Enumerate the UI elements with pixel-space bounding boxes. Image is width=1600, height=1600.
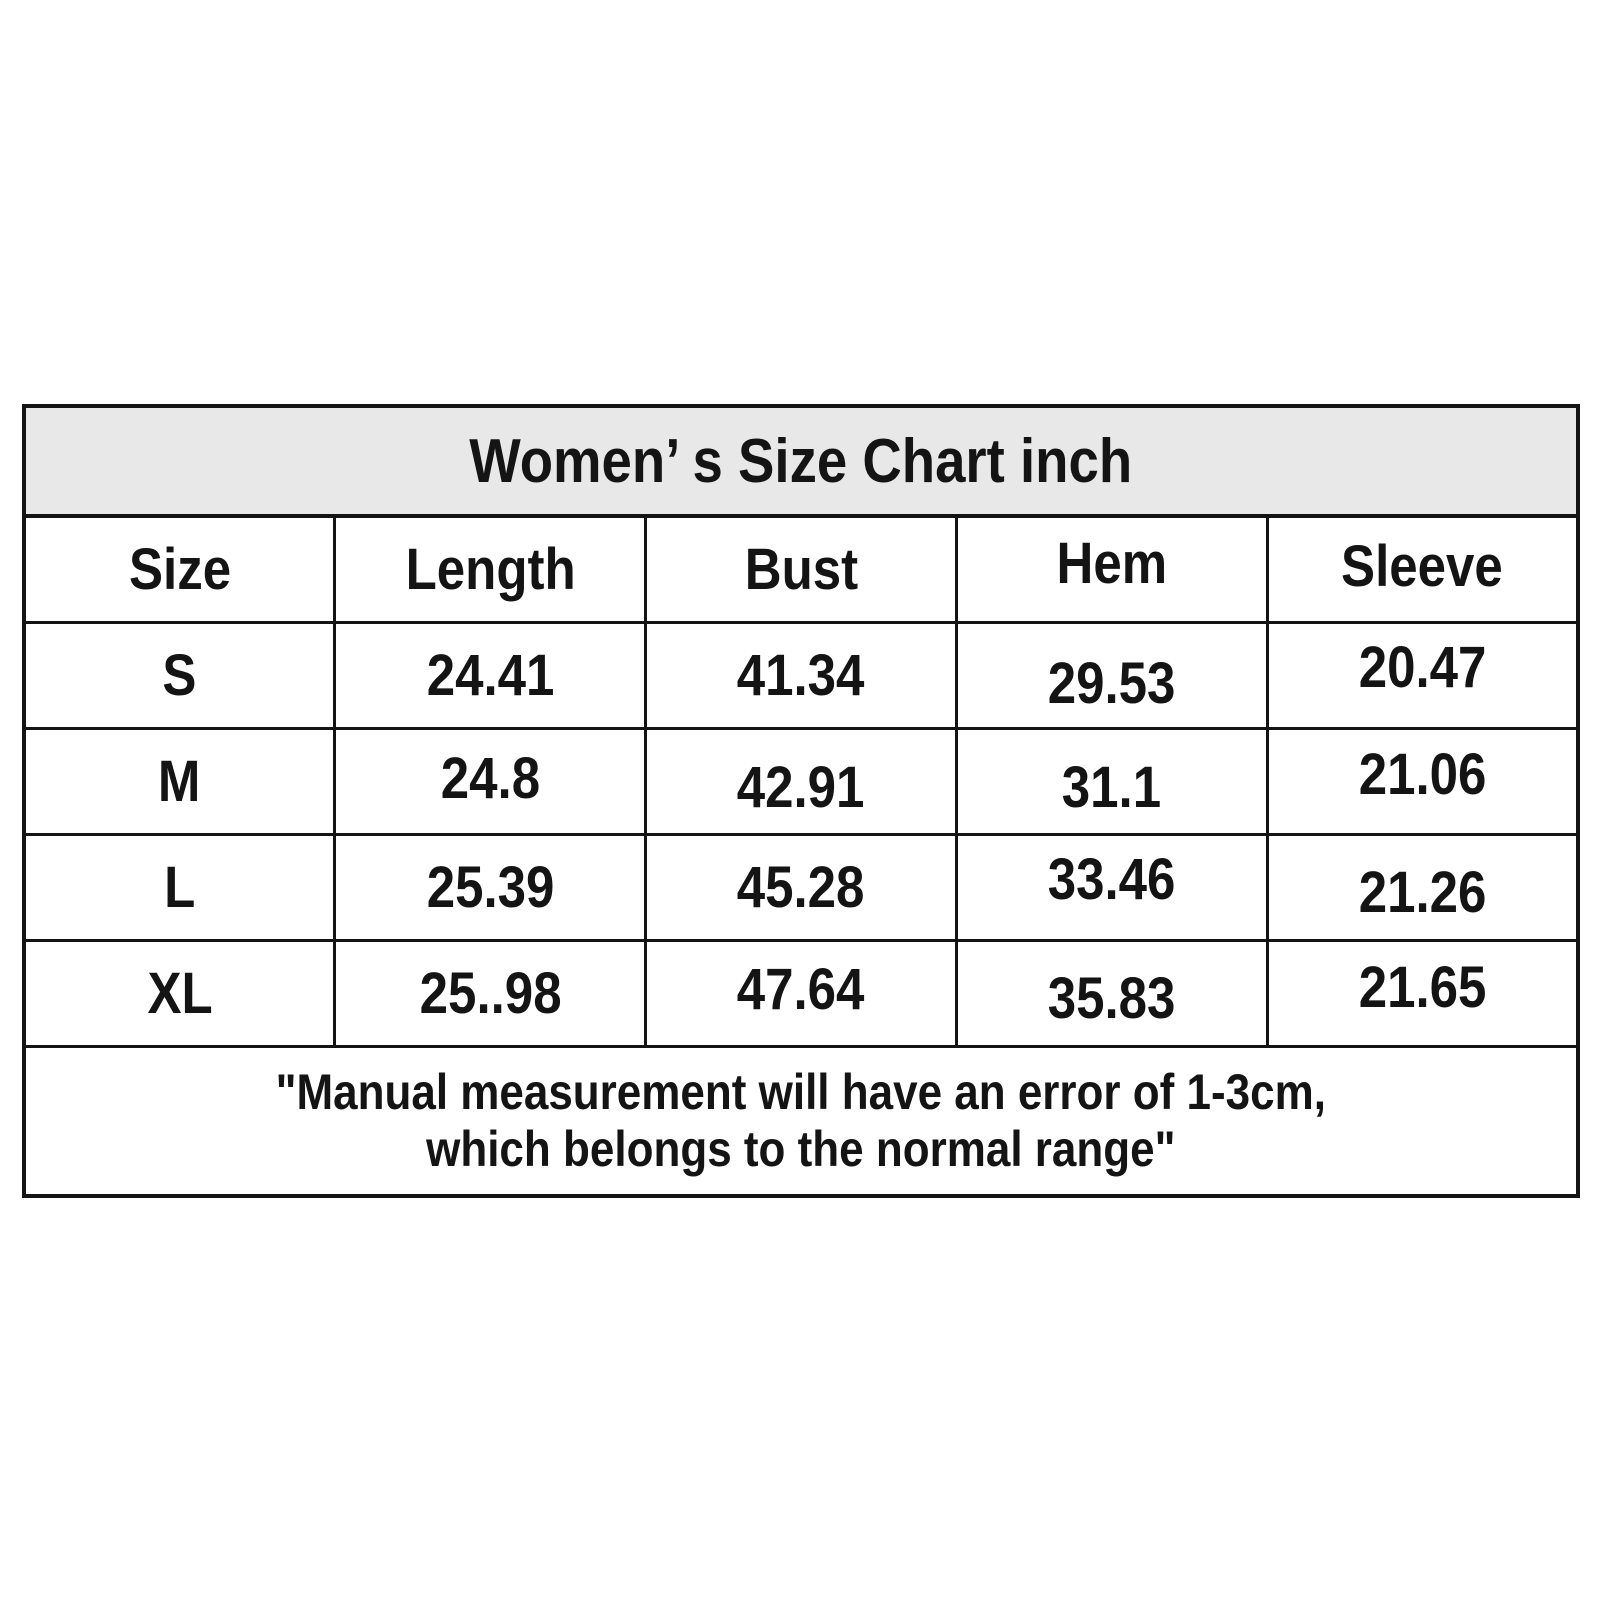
cell-m-sleeve: 21.06 [1265,727,1580,836]
measurement-value: 20.47 [1358,635,1487,700]
cell-xl-length: 25..98 [333,939,648,1048]
measurement-value: 47.64 [737,957,865,1022]
size-value: XL [147,961,213,1026]
column-header-length: Length [333,514,648,624]
measurement-value: 42.91 [737,755,865,820]
measurement-value: 24.8 [440,746,540,811]
note-line-1: "Manual measurement will have an error o… [275,1064,1327,1120]
measurement-value: 21.06 [1358,742,1487,807]
column-header-label: Bust [744,537,858,602]
cell-m-bust: 42.91 [644,727,958,836]
row-label-s: S [22,621,337,730]
cell-l-length: 25.39 [333,833,648,942]
size-value: S [162,643,197,708]
cell-l-hem: 33.46 [954,833,1269,942]
column-header-label: Hem [1056,531,1168,596]
measurement-value: 25.39 [426,855,555,920]
table-row-s: S 24.41 41.34 29.53 20.47 [22,621,1580,730]
column-header-label: Length [405,537,576,602]
cell-s-length: 24.41 [333,621,648,730]
cell-s-sleeve: 20.47 [1265,621,1580,730]
table-row-xl: XL 25..98 47.64 35.83 21.65 [22,939,1580,1048]
table-title-text: Women’ s Size Chart inch [469,426,1133,496]
measurement-value: 29.53 [1047,651,1176,716]
row-label-l: L [22,833,337,942]
measurement-value: 21.65 [1358,955,1487,1020]
cell-s-bust: 41.34 [644,621,958,730]
table-row-l: L 25.39 45.28 33.46 21.26 [22,833,1580,942]
measurement-value: 33.46 [1047,847,1176,912]
cell-s-hem: 29.53 [954,621,1269,730]
table-row-m: M 24.8 42.91 31.1 21.06 [22,727,1580,836]
column-header-label: Size [128,537,231,602]
row-label-m: M [22,727,337,836]
cell-xl-bust: 47.64 [644,939,958,1048]
note-row: "Manual measurement will have an error o… [22,1045,1580,1198]
measurement-note: "Manual measurement will have an error o… [22,1045,1580,1198]
measurement-value: 41.34 [737,643,865,708]
title-row: Women’ s Size Chart inch [22,404,1580,518]
column-header-label: Sleeve [1341,534,1504,599]
column-header-sleeve: Sleeve [1265,514,1580,624]
table-title: Women’ s Size Chart inch [22,404,1580,518]
row-label-xl: XL [22,939,337,1048]
column-header-size: Size [22,514,337,624]
column-header-bust: Bust [644,514,958,624]
cell-m-hem: 31.1 [954,727,1269,836]
measurement-value: 21.26 [1358,860,1487,925]
column-header-hem: Hem [954,514,1269,624]
cell-xl-hem: 35.83 [954,939,1269,1048]
note-line-2: which belongs to the normal range" [426,1121,1176,1177]
cell-l-sleeve: 21.26 [1265,833,1580,942]
cell-m-length: 24.8 [333,727,648,836]
measurement-value: 45.28 [737,855,865,920]
measurement-value: 24.41 [426,643,555,708]
size-value: M [158,749,201,814]
cell-xl-sleeve: 21.65 [1265,939,1580,1048]
measurement-value: 31.1 [1062,755,1162,820]
header-row: Size Length Bust Hem Sleeve [22,514,1580,624]
size-value: L [164,855,196,920]
cell-l-bust: 45.28 [644,833,958,942]
size-chart-table: Women’ s Size Chart inch Size Length Bus… [22,404,1580,1198]
measurement-value: 25..98 [419,961,562,1026]
measurement-value: 35.83 [1047,966,1176,1031]
